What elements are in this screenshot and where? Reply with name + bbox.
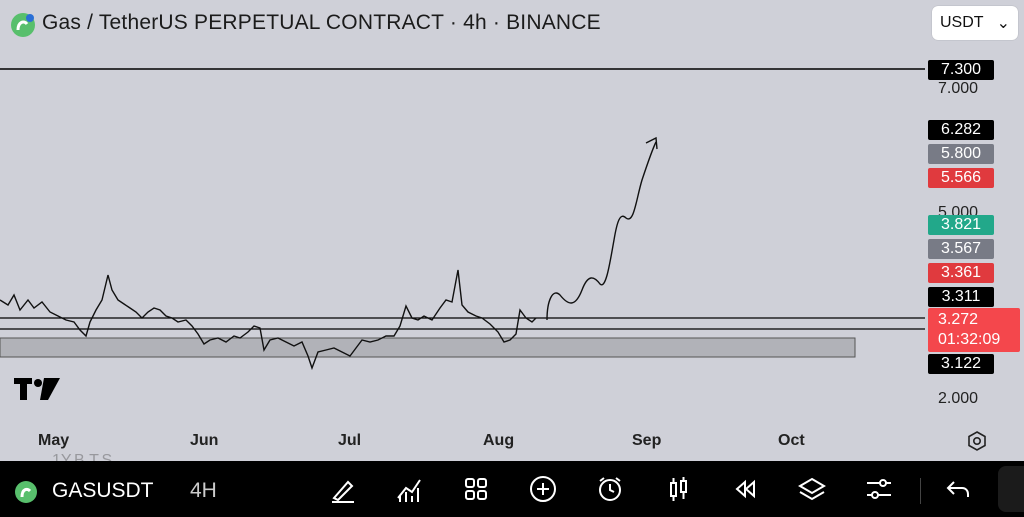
toolbar-separator [920, 478, 921, 504]
symbol-button[interactable]: GASUSDT [52, 479, 154, 502]
price-tag: 6.282 [928, 120, 994, 140]
chart-header: Gas / TetherUS PERPETUAL CONTRACT · 4h ·… [0, 0, 1024, 50]
price-tag: 5.800 [928, 144, 994, 164]
price-chart[interactable] [0, 0, 1024, 461]
currency-label: USDT [940, 14, 984, 31]
bottom-toolbar [0, 461, 1024, 517]
support-zone [0, 337, 856, 358]
replay-icon[interactable] [730, 474, 760, 504]
grid-icon[interactable] [461, 474, 491, 504]
gas-logo-icon [11, 13, 35, 37]
time-axis-label: Jun [190, 432, 219, 449]
price-tag: 5.566 [928, 168, 994, 188]
candles-icon[interactable] [663, 474, 693, 504]
price-tag: 3.361 [928, 263, 994, 283]
price-line [0, 269, 537, 371]
price-tag: 3.821 [928, 215, 994, 235]
tradingview-logo-icon [14, 378, 60, 400]
price-axis-label: 2.000 [938, 390, 979, 407]
more-tools-handle[interactable] [998, 466, 1024, 512]
chart-title[interactable]: Gas / TetherUS PERPETUAL CONTRACT · 4h ·… [42, 11, 601, 34]
price-tag: 3.567 [928, 239, 994, 259]
brush-icon[interactable] [328, 474, 358, 504]
time-axis-label: May [38, 432, 70, 449]
add-icon[interactable] [528, 474, 558, 504]
currency-select[interactable]: USDT ⌄ [932, 6, 1018, 40]
last-price-value: 3.272 [938, 311, 979, 328]
projection-arrowhead [645, 136, 658, 150]
price-tag: 7.300 [928, 60, 994, 80]
time-axis-label: Aug [483, 432, 515, 449]
price-axis-label: 7.000 [938, 80, 979, 97]
time-axis-label: Oct [778, 432, 805, 449]
undo-icon[interactable] [944, 474, 974, 504]
axis-settings-icon[interactable] [966, 430, 988, 452]
interval-button[interactable]: 4H [190, 479, 217, 502]
chevron-down-icon: ⌄ [996, 15, 1010, 32]
indicators-icon[interactable] [394, 474, 424, 504]
gas-logo-icon [15, 481, 37, 503]
projection-path [546, 141, 657, 321]
price-tag: 3.122 [928, 354, 994, 374]
candle-countdown: 01:32:09 [938, 331, 1001, 348]
time-axis-label: Jul [338, 432, 362, 449]
layers-icon[interactable] [797, 474, 827, 504]
price-tag: 3.311 [928, 287, 994, 307]
settings-icon[interactable] [864, 474, 894, 504]
alarm-icon[interactable] [595, 474, 625, 504]
time-axis-label: Sep [632, 432, 662, 449]
last-price-tag: 3.272 01:32:09 [928, 308, 1020, 352]
